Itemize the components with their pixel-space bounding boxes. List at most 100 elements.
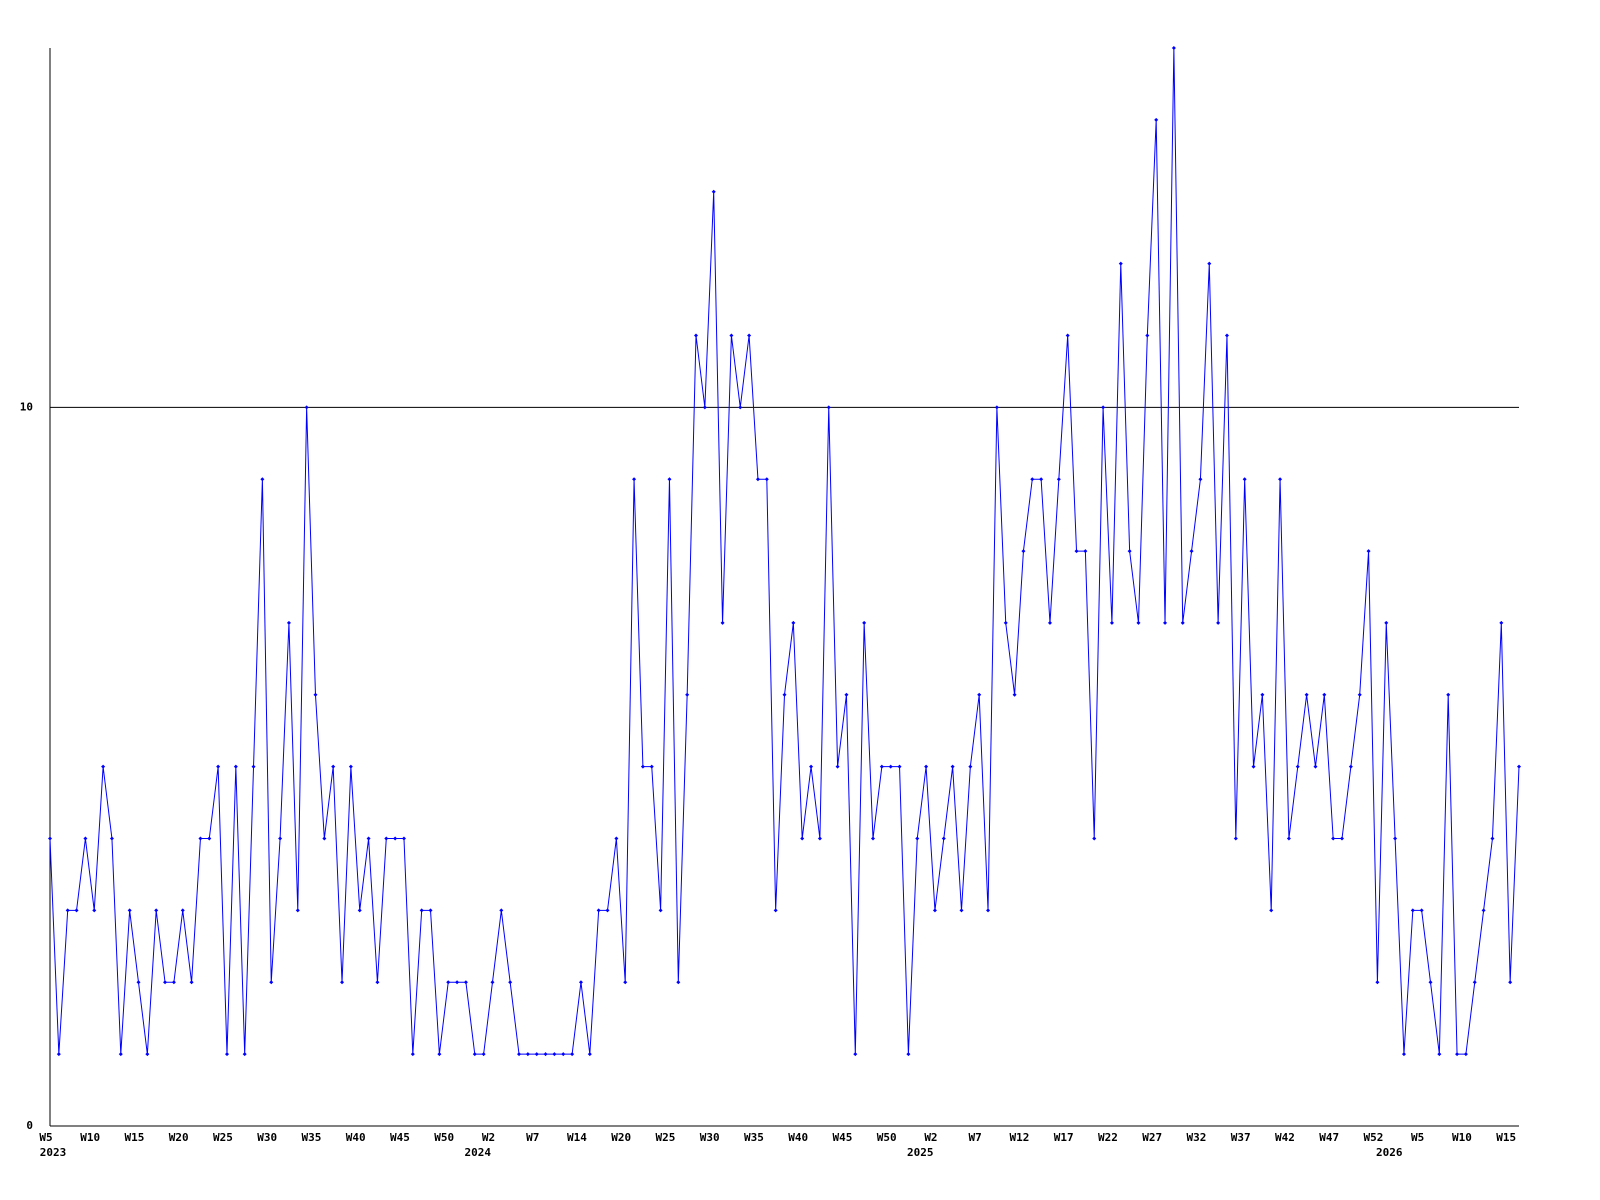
x-tick-label: W42 <box>1275 1131 1295 1144</box>
data-point <box>278 836 283 841</box>
data-point <box>1056 477 1061 482</box>
x-tick-label: W2 <box>924 1131 937 1144</box>
data-point <box>596 908 601 913</box>
data-point <box>578 980 583 985</box>
data-point <box>1340 836 1345 841</box>
x-tick-label: W12 <box>1009 1131 1029 1144</box>
data-point <box>163 980 168 985</box>
data-point <box>1322 692 1327 697</box>
data-point <box>242 1052 247 1057</box>
data-point <box>1260 692 1265 697</box>
data-point <box>437 1052 442 1057</box>
data-point <box>1127 549 1132 554</box>
data-point <box>844 692 849 697</box>
data-point <box>570 1052 575 1057</box>
data-point <box>755 477 760 482</box>
data-point <box>1384 620 1389 625</box>
data-point <box>74 908 79 913</box>
data-point <box>446 980 451 985</box>
data-point <box>1198 477 1203 482</box>
data-point <box>375 980 380 985</box>
data-point <box>499 908 504 913</box>
data-point <box>1233 836 1238 841</box>
data-point <box>1145 333 1150 338</box>
data-point <box>260 477 265 482</box>
data-point <box>384 836 389 841</box>
data-point <box>587 1052 592 1057</box>
data-point <box>1074 549 1079 554</box>
data-point <box>711 189 716 194</box>
data-point <box>127 908 132 913</box>
data-point <box>986 908 991 913</box>
data-point <box>83 836 88 841</box>
data-point <box>729 333 734 338</box>
data-point <box>1109 620 1114 625</box>
data-point <box>472 1052 477 1057</box>
data-point <box>1216 620 1221 625</box>
data-point <box>658 908 663 913</box>
data-point <box>340 980 345 985</box>
data-point <box>1490 836 1495 841</box>
data-point <box>1136 620 1141 625</box>
data-point <box>809 764 814 769</box>
data-point <box>92 908 97 913</box>
data-point <box>410 1052 415 1057</box>
data-point <box>313 692 318 697</box>
x-tick-label: W17 <box>1054 1131 1074 1144</box>
data-point <box>1242 477 1247 482</box>
x-tick-label: W47 <box>1319 1131 1339 1144</box>
data-point <box>1065 333 1070 338</box>
data-point <box>1472 980 1477 985</box>
x-tick-label: W10 <box>1452 1131 1472 1144</box>
x-tick-label: W5 <box>1411 1131 1424 1144</box>
x-tick-label: W22 <box>1098 1131 1118 1144</box>
data-point <box>561 1052 566 1057</box>
data-point <box>1313 764 1318 769</box>
data-point <box>950 764 955 769</box>
data-point <box>994 405 999 410</box>
x-tick-label: W25 <box>656 1131 676 1144</box>
data-point <box>366 836 371 841</box>
data-point <box>224 1052 229 1057</box>
x-tick-label: W10 <box>80 1131 100 1144</box>
data-point <box>393 836 398 841</box>
x-tick-label: W35 <box>744 1131 764 1144</box>
data-point <box>463 980 468 985</box>
data-point <box>1180 620 1185 625</box>
data-point <box>1455 1052 1460 1057</box>
data-point <box>640 764 645 769</box>
data-point <box>906 1052 911 1057</box>
x-tick-label: W7 <box>969 1131 982 1144</box>
x-tick-label: W40 <box>346 1131 366 1144</box>
data-point <box>1101 405 1106 410</box>
data-point <box>1348 764 1353 769</box>
data-point <box>915 836 920 841</box>
data-point <box>791 620 796 625</box>
data-point <box>1463 1052 1468 1057</box>
data-point <box>1357 692 1362 697</box>
data-point <box>853 1052 858 1057</box>
data-point <box>1499 620 1504 625</box>
data-point <box>481 1052 486 1057</box>
year-label: 2025 <box>907 1146 934 1159</box>
x-tick-label: W32 <box>1186 1131 1206 1144</box>
data-point <box>534 1052 539 1057</box>
x-tick-label: W20 <box>169 1131 189 1144</box>
data-point <box>286 620 291 625</box>
data-point <box>1171 46 1176 50</box>
data-point <box>48 836 52 841</box>
data-point <box>1508 980 1513 985</box>
data-point <box>773 908 778 913</box>
x-tick-label: W27 <box>1142 1131 1162 1144</box>
data-point <box>1419 908 1424 913</box>
data-point <box>1481 908 1486 913</box>
data-point <box>614 836 619 841</box>
data-point <box>888 764 893 769</box>
data-point <box>1163 620 1168 625</box>
data-point <box>1154 117 1159 122</box>
data-point <box>747 333 752 338</box>
data-point <box>508 980 513 985</box>
data-point <box>1331 836 1336 841</box>
data-point <box>1286 836 1291 841</box>
data-point <box>1428 980 1433 985</box>
